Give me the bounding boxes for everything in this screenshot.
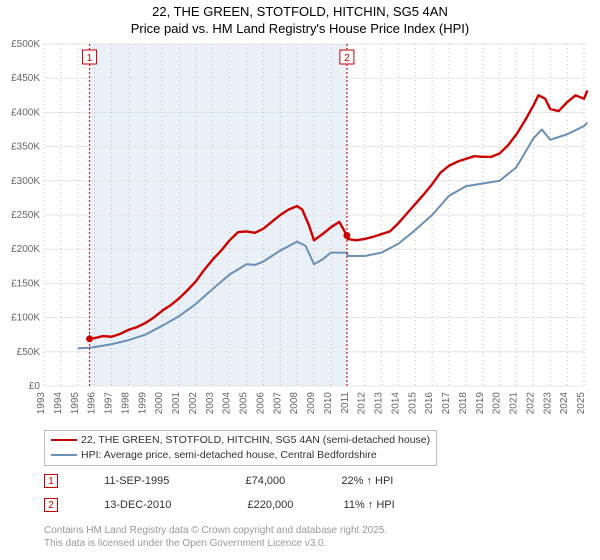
- svg-text:2012: 2012: [357, 392, 368, 415]
- svg-text:2019: 2019: [475, 392, 486, 415]
- svg-text:£300K: £300K: [11, 176, 40, 187]
- svg-text:1998: 1998: [120, 392, 131, 415]
- svg-text:1996: 1996: [87, 392, 98, 415]
- svg-text:1: 1: [87, 53, 93, 64]
- svg-text:2007: 2007: [272, 392, 283, 415]
- svg-text:2003: 2003: [205, 392, 216, 415]
- svg-text:2020: 2020: [492, 392, 503, 415]
- svg-text:2006: 2006: [255, 392, 266, 415]
- svg-text:2005: 2005: [239, 392, 250, 415]
- svg-text:2000: 2000: [154, 392, 165, 415]
- transaction-row-2: 2 13-DEC-2010 £220,000 11% ↑ HPI: [44, 498, 395, 512]
- chart-legend: 22, THE GREEN, STOTFOLD, HITCHIN, SG5 4A…: [44, 430, 437, 466]
- svg-text:2022: 2022: [525, 392, 536, 415]
- marker-2-icon: 2: [44, 498, 58, 512]
- svg-text:2017: 2017: [441, 392, 452, 415]
- footer-attribution: Contains HM Land Registry data © Crown c…: [44, 524, 387, 550]
- svg-text:£100K: £100K: [11, 313, 40, 324]
- svg-text:2002: 2002: [188, 392, 199, 415]
- svg-text:1999: 1999: [137, 392, 148, 415]
- price-chart: £0 £50K £100K £150K £200K £250K £300K £350K £400…: [0, 0, 600, 420]
- svg-text:£0: £0: [29, 381, 41, 392]
- svg-text:2023: 2023: [542, 392, 553, 415]
- svg-text:1993: 1993: [36, 392, 47, 415]
- svg-text:2024: 2024: [559, 392, 570, 415]
- svg-text:2015: 2015: [407, 392, 418, 415]
- svg-text:1995: 1995: [70, 392, 81, 415]
- legend-item-property: 22, THE GREEN, STOTFOLD, HITCHIN, SG5 4A…: [51, 433, 430, 448]
- svg-text:2004: 2004: [222, 392, 233, 415]
- svg-text:£500K: £500K: [11, 39, 40, 50]
- transaction-2-price: £220,000: [248, 499, 294, 511]
- svg-text:2011: 2011: [340, 392, 351, 414]
- svg-text:2: 2: [344, 53, 350, 64]
- svg-text:2009: 2009: [306, 392, 317, 415]
- marker-1-icon: 1: [44, 474, 58, 488]
- svg-text:£50K: £50K: [17, 347, 41, 358]
- svg-text:2025: 2025: [576, 392, 587, 415]
- transaction-1-price: £74,000: [245, 475, 285, 487]
- svg-text:2021: 2021: [509, 392, 520, 415]
- transaction-2-date: 13-DEC-2010: [104, 499, 171, 511]
- svg-text:£250K: £250K: [11, 210, 40, 221]
- svg-text:1997: 1997: [104, 392, 115, 415]
- legend-item-hpi: HPI: Average price, semi-detached house,…: [51, 448, 430, 463]
- transaction-row-1: 1 11-SEP-1995 £74,000 22% ↑ HPI: [44, 474, 393, 488]
- svg-text:£150K: £150K: [11, 278, 40, 289]
- transaction-1-delta: 22% ↑ HPI: [341, 475, 393, 487]
- svg-text:£200K: £200K: [11, 244, 40, 255]
- svg-text:£400K: £400K: [11, 107, 40, 118]
- svg-text:2016: 2016: [424, 392, 435, 415]
- svg-text:2008: 2008: [289, 392, 300, 415]
- svg-text:2014: 2014: [390, 392, 401, 415]
- svg-text:1994: 1994: [53, 392, 64, 415]
- svg-text:£350K: £350K: [11, 142, 40, 153]
- svg-text:2013: 2013: [374, 392, 385, 415]
- svg-text:2001: 2001: [171, 392, 182, 415]
- svg-text:2018: 2018: [458, 392, 469, 415]
- transaction-1-date: 11-SEP-1995: [104, 475, 169, 487]
- svg-text:2010: 2010: [323, 392, 334, 415]
- transaction-2-delta: 11% ↑ HPI: [344, 499, 395, 511]
- svg-text:£450K: £450K: [11, 73, 40, 84]
